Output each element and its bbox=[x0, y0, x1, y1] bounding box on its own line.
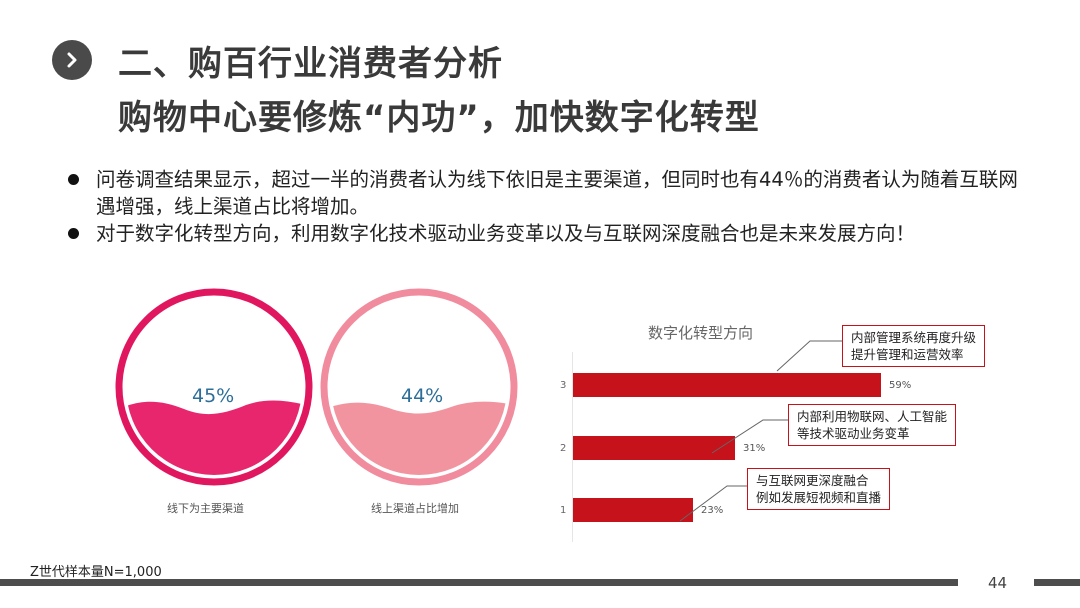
bullet-dot-icon bbox=[68, 174, 79, 185]
page-title: 购物中心要修炼“内功”，加快数字化转型 bbox=[118, 98, 760, 138]
callout-line: 例如发展短视频和直播 bbox=[756, 490, 882, 505]
gauge-water bbox=[126, 400, 302, 475]
bar-value-label: 59% bbox=[889, 380, 912, 391]
bar-value-label: 23% bbox=[701, 505, 724, 516]
gauge-caption: 线下为主要渠道 bbox=[167, 502, 244, 515]
bar-value-label: 31% bbox=[743, 443, 766, 454]
gauge-ring bbox=[320, 288, 518, 486]
bar bbox=[573, 373, 881, 397]
category-tick: 2 bbox=[560, 443, 567, 454]
chart-title: 数字化转型方向 bbox=[648, 324, 754, 342]
chevron-right-icon bbox=[67, 52, 77, 68]
callout-line: 等技术驱动业务变革 bbox=[797, 426, 910, 441]
bullet-list: 问卷调查结果显示，超过一半的消费者认为线下依旧是主要渠道，但同时也有44％的消费… bbox=[64, 166, 1024, 247]
callout-line: 提升管理和运营效率 bbox=[851, 347, 964, 362]
bar bbox=[573, 436, 735, 460]
footer-bar bbox=[0, 579, 958, 586]
bullet-text: 对于数字化转型方向，利用数字化技术驱动业务变革以及与互联网深度融合也是未来发展方… bbox=[96, 222, 916, 245]
section-title: 二、购百行业消费者分析 bbox=[118, 44, 503, 84]
gauge-online: 44% 线上渠道占比增加 bbox=[319, 287, 519, 515]
callout-box: 内部管理系统再度升级 提升管理和运营效率 bbox=[842, 325, 986, 367]
sample-note: Z世代样本量N=1,000 bbox=[30, 565, 162, 580]
gauge-offline-graphic bbox=[115, 288, 313, 486]
bullet-item: 问卷调查结果显示，超过一半的消费者认为线下依旧是主要渠道，但同时也有44％的消费… bbox=[64, 166, 1024, 220]
callout-line: 内部管理系统再度升级 bbox=[851, 330, 977, 345]
category-tick: 3 bbox=[560, 380, 567, 391]
footer-bar-right bbox=[1034, 579, 1080, 586]
callout-line: 与互联网更深度融合 bbox=[756, 473, 869, 488]
category-tick: 1 bbox=[560, 505, 567, 516]
bullet-text: 问卷调查结果显示，超过一半的消费者认为线下依旧是主要渠道，但同时也有44％的消费… bbox=[96, 168, 1018, 218]
callout-line: 内部利用物联网、人工智能 bbox=[797, 409, 948, 424]
callout-leader bbox=[776, 340, 842, 372]
section-badge bbox=[52, 40, 92, 80]
bar bbox=[573, 498, 693, 522]
gauge-value: 45% bbox=[192, 385, 235, 407]
gauge-ring bbox=[115, 288, 313, 486]
page-number: 44 bbox=[988, 574, 1008, 592]
gauge-value: 44% bbox=[401, 385, 444, 407]
callout-box: 内部利用物联网、人工智能 等技术驱动业务变革 bbox=[788, 404, 957, 446]
gauge-water bbox=[331, 401, 507, 475]
gauge-caption: 线上渠道占比增加 bbox=[371, 502, 459, 515]
bullet-dot-icon bbox=[68, 228, 79, 239]
bullet-item: 对于数字化转型方向，利用数字化技术驱动业务变革以及与互联网深度融合也是未来发展方… bbox=[64, 220, 1024, 247]
chart-axis bbox=[572, 352, 573, 542]
gauge-offline: 45% 线下为主要渠道 bbox=[114, 287, 314, 515]
gauge-online-graphic bbox=[320, 288, 518, 486]
callout-box: 与互联网更深度融合 例如发展短视频和直播 bbox=[747, 468, 891, 510]
